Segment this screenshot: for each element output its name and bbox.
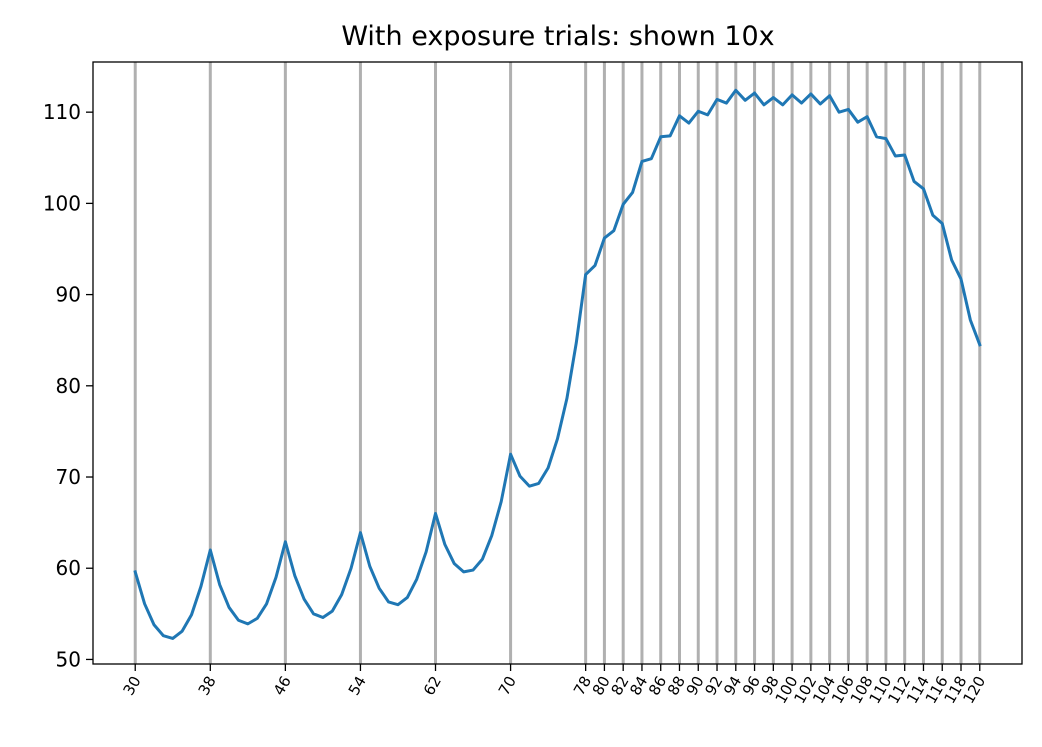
x-tick-label-46: 46 [270,673,295,699]
y-tick-label-110: 110 [43,100,81,124]
y-tick-label-60: 60 [56,556,81,580]
chart-title: With exposure trials: shown 10x [341,21,774,52]
vertical-lines [133,62,982,664]
x-tick-label-30: 30 [120,673,145,699]
y-tick-label-90: 90 [56,283,81,307]
x-axis: 30 38 46 54 62 70 7880828486889092949698100102… [120,664,989,707]
x-tick-label-54: 54 [345,673,370,699]
x-tick-label-38: 38 [195,673,220,699]
y-tick-label-50: 50 [56,647,81,671]
y-tick-label-100: 100 [43,191,81,215]
y-tick-label-70: 70 [56,465,81,489]
y-axis: 50 60 70 80 90 100 110 [43,100,93,671]
x-tick-label-70: 70 [495,673,520,699]
series-line-0 [133,88,982,640]
plot-frame [92,61,1023,665]
y-tick-label-80: 80 [56,374,81,398]
series-group [133,88,982,640]
x-tick-label-120: 120 [959,673,989,707]
x-tick-label-62: 62 [420,673,445,699]
